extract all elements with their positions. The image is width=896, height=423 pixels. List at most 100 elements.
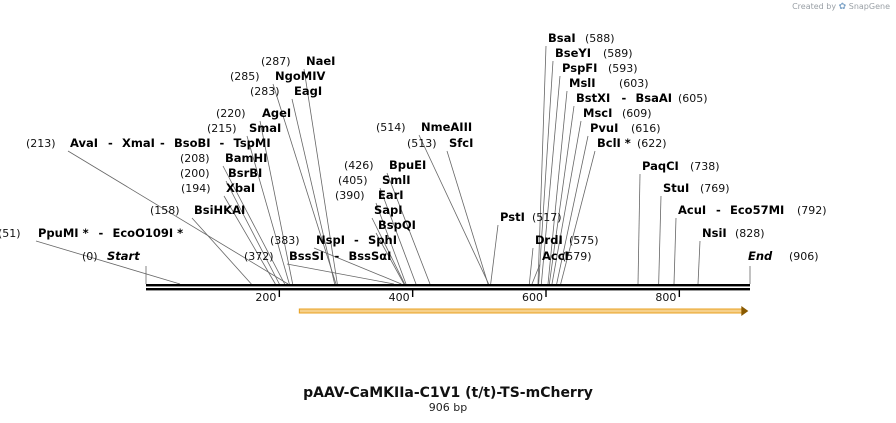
site-line bbox=[259, 120, 294, 285]
enzyme-name: NspI bbox=[316, 233, 345, 247]
site-line bbox=[223, 195, 276, 285]
separator: - bbox=[622, 91, 627, 105]
enzyme-name: PstI bbox=[500, 210, 525, 224]
site-position: (792) bbox=[797, 204, 827, 217]
site-line bbox=[418, 134, 490, 285]
site-position: (616) bbox=[631, 122, 661, 135]
backbone bbox=[146, 284, 750, 291]
site-line bbox=[386, 172, 431, 285]
enzyme-name: BseYI bbox=[555, 46, 591, 60]
site-position: (285) bbox=[230, 70, 260, 83]
separator: - bbox=[354, 233, 359, 247]
site-line bbox=[540, 75, 561, 285]
site-position: (575) bbox=[569, 234, 599, 247]
enzyme-name: SmaI bbox=[249, 121, 281, 135]
site-position: (287) bbox=[261, 55, 291, 68]
site-position: (593) bbox=[608, 62, 638, 75]
enzyme-name: BssSαI bbox=[349, 249, 392, 263]
enzyme-name: SfcI bbox=[449, 136, 473, 150]
enzyme-name: NgoMIV bbox=[275, 69, 325, 83]
site-line bbox=[272, 83, 337, 285]
separator: - bbox=[220, 136, 225, 150]
site-position: (220) bbox=[216, 107, 246, 120]
site-line bbox=[375, 232, 405, 285]
enzyme-name: BpuEI bbox=[389, 158, 426, 172]
tick-label: 200 bbox=[255, 291, 276, 304]
enzyme-name: AccI bbox=[542, 249, 569, 263]
site-position: (609) bbox=[622, 107, 652, 120]
site-lines bbox=[35, 45, 751, 285]
site-position: (603) bbox=[619, 77, 649, 90]
site-position: (213) bbox=[26, 137, 56, 150]
credit-text: Created by bbox=[792, 2, 837, 11]
site-line bbox=[375, 202, 407, 285]
enzyme-name: BclI * bbox=[597, 136, 631, 150]
site-line bbox=[537, 45, 547, 285]
plasmid-title: pAAV-CaMKIIa-C1V1 (t/t)-TS-mCherry bbox=[303, 385, 593, 401]
site-line bbox=[191, 217, 252, 285]
enzyme-name: XbaI bbox=[226, 181, 255, 195]
site-position: (426) bbox=[344, 159, 374, 172]
site-position: (390) bbox=[335, 189, 365, 202]
tick-label: 600 bbox=[522, 291, 543, 304]
enzyme-name: EarI bbox=[378, 188, 404, 202]
site-line bbox=[556, 135, 589, 285]
separator: - bbox=[99, 226, 104, 240]
site-line bbox=[313, 247, 402, 285]
snapgene-logo-icon: ✿ bbox=[838, 2, 847, 12]
enzyme-name: MscI bbox=[583, 106, 612, 120]
site-position: (517) bbox=[532, 211, 562, 224]
backbone-strand-top bbox=[146, 284, 750, 287]
site-line bbox=[286, 263, 395, 285]
enzyme-name: AcuI bbox=[678, 203, 706, 217]
site-line bbox=[547, 90, 568, 285]
site-position: (51) bbox=[0, 227, 21, 240]
enzyme-name: MslI bbox=[569, 76, 596, 90]
enzyme-name: SapI bbox=[374, 203, 403, 217]
site-position: (513) bbox=[407, 137, 437, 150]
enzyme-name: BsoBI bbox=[174, 136, 211, 150]
site-line bbox=[379, 187, 417, 285]
marker-name: Start bbox=[107, 249, 140, 263]
site-position: (405) bbox=[338, 174, 368, 187]
site-position: (622) bbox=[637, 137, 667, 150]
enzyme-name: PaqCI bbox=[642, 159, 679, 173]
backbone-strand-bottom bbox=[146, 288, 750, 291]
separator: - bbox=[716, 203, 721, 217]
site-line bbox=[538, 60, 554, 285]
feature-arrow bbox=[298, 306, 749, 316]
enzyme-name: PvuI bbox=[590, 121, 618, 135]
scale-ticks: 200 400 600 800 bbox=[255, 290, 681, 304]
site-position: (514) bbox=[376, 121, 406, 134]
site-line bbox=[303, 68, 338, 285]
enzyme-name: TspMI bbox=[234, 136, 271, 150]
site-line bbox=[222, 165, 286, 285]
enzyme-name: BsaAI bbox=[636, 91, 673, 105]
site-position: (215) bbox=[207, 122, 237, 135]
site-line bbox=[548, 105, 575, 285]
enzyme-name: BsrBI bbox=[228, 166, 262, 180]
site-position: (605) bbox=[678, 92, 708, 105]
enzyme-name: NaeI bbox=[306, 54, 335, 68]
site-position: (588) bbox=[585, 32, 615, 45]
enzyme-name: EcoO109I * bbox=[113, 226, 184, 240]
feature-arrowhead-icon bbox=[741, 306, 749, 316]
enzyme-name: BspQI bbox=[378, 218, 416, 232]
site-labels: (51) PpuMI * - EcoO109I *(158) BsiHKAI(194) X… bbox=[0, 31, 827, 263]
site-position: (579) bbox=[562, 250, 592, 263]
tick-label: 800 bbox=[655, 291, 676, 304]
enzyme-name: AgeI bbox=[262, 106, 291, 120]
enzyme-name: BssSI bbox=[289, 249, 324, 263]
enzyme-name: AvaI bbox=[70, 136, 98, 150]
enzyme-name: PpuMI * bbox=[38, 226, 89, 240]
site-line bbox=[697, 240, 701, 285]
site-line bbox=[67, 150, 289, 285]
site-position: (828) bbox=[735, 227, 765, 240]
enzyme-name: BsaI bbox=[548, 31, 576, 45]
feature-body bbox=[298, 308, 744, 314]
enzyme-name: PspFI bbox=[562, 61, 597, 75]
site-position: (200) bbox=[180, 167, 210, 180]
enzyme-name: DrdI bbox=[535, 233, 563, 247]
site-line bbox=[658, 195, 662, 285]
